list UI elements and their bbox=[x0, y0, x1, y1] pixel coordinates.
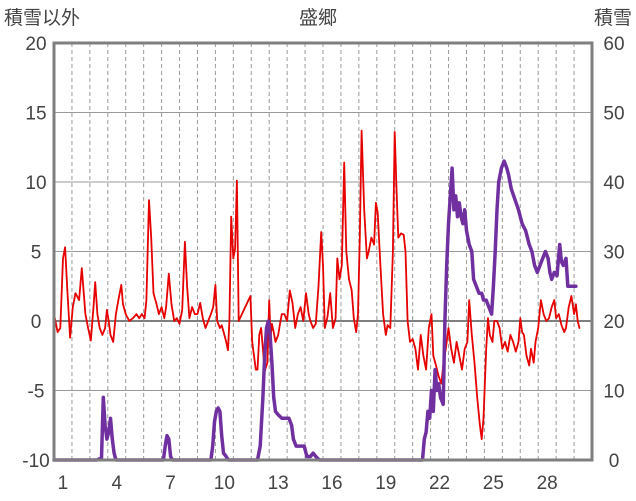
chart-title: 盛郷 bbox=[299, 7, 337, 29]
y-left-axis-label: 積雪以外 bbox=[4, 7, 80, 29]
y-right-tick-label: 40 bbox=[603, 173, 624, 194]
series-line-other bbox=[53, 129, 581, 441]
x-tick-label: 25 bbox=[483, 473, 504, 494]
y-left-tick-label: 10 bbox=[25, 173, 46, 194]
y-right-tick-label: 10 bbox=[603, 382, 624, 403]
y-right-tick-label: 60 bbox=[603, 34, 624, 55]
y-right-tick-label: 0 bbox=[609, 451, 620, 472]
y-left-tick-label: -10 bbox=[22, 451, 49, 472]
y-right-tick-label: 20 bbox=[603, 312, 624, 333]
plot-frame bbox=[52, 41, 594, 462]
y-right-axis-label: 積雪 bbox=[594, 7, 632, 29]
x-tick-label: 1 bbox=[58, 473, 69, 494]
x-tick-label: 19 bbox=[375, 473, 396, 494]
x-tick-label: 16 bbox=[321, 473, 342, 494]
x-tick-label: 10 bbox=[214, 473, 235, 494]
x-tick-label: 7 bbox=[165, 473, 176, 494]
y-right-tick-label: 30 bbox=[603, 243, 624, 264]
x-tick-label: 13 bbox=[268, 473, 289, 494]
y-left-tick-label: 20 bbox=[25, 34, 46, 55]
series-layer bbox=[52, 129, 581, 462]
y-left-tick-label: -5 bbox=[28, 382, 45, 403]
y-left-tick-label: 15 bbox=[25, 104, 46, 125]
y-right-tick-label: 50 bbox=[603, 104, 624, 125]
x-tick-label: 28 bbox=[537, 473, 558, 494]
x-tick-label: 4 bbox=[111, 473, 122, 494]
y-left-tick-label: 0 bbox=[31, 312, 42, 333]
y-left-tick-label: 5 bbox=[31, 243, 42, 264]
series-line-snow bbox=[52, 159, 578, 462]
x-tick-label: 22 bbox=[429, 473, 450, 494]
